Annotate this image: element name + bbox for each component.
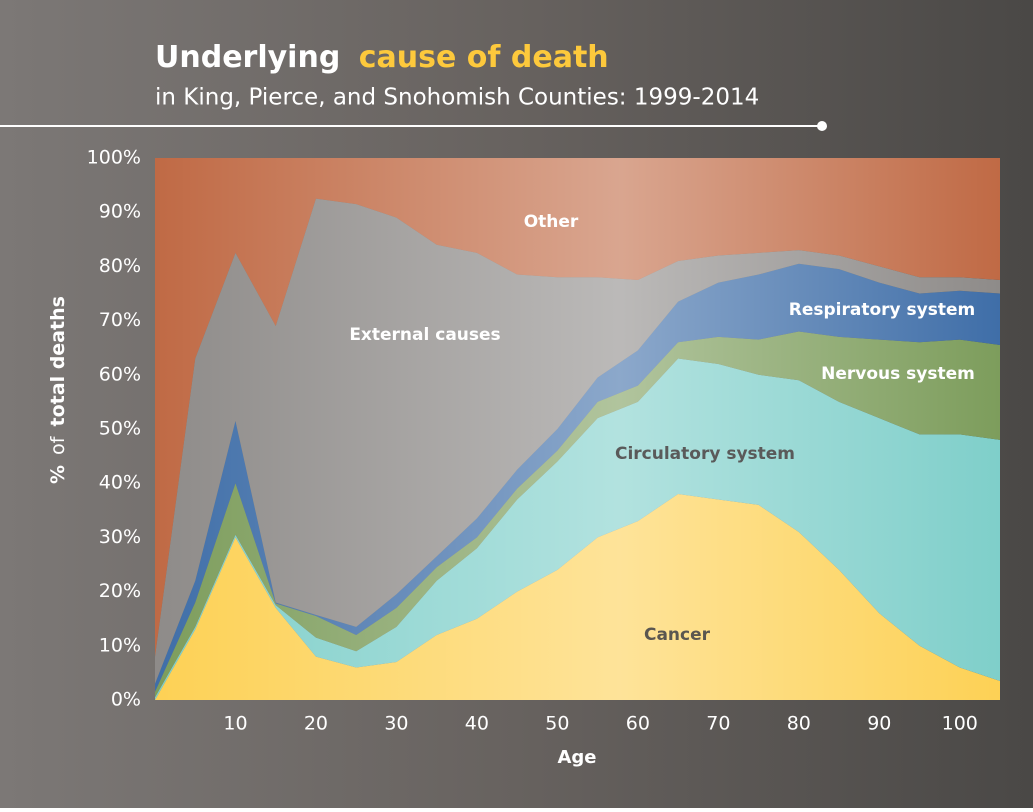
y-tick-label: 20%: [99, 580, 141, 602]
y-tick-label: 10%: [99, 634, 141, 656]
x-tick-label: 100: [942, 713, 978, 735]
x-tick-label: 60: [626, 713, 650, 735]
y-tick-label: 30%: [99, 526, 141, 548]
title-part: Underlying: [155, 40, 340, 75]
y-tick-label: 50%: [99, 418, 141, 440]
x-tick-label: 50: [545, 713, 569, 735]
title-highlight: cause of death: [359, 40, 609, 75]
x-tick-label: 80: [787, 713, 811, 735]
y-tick-label: 100%: [87, 147, 141, 169]
y-tick-label: 40%: [99, 472, 141, 494]
area-label: Respiratory system: [789, 300, 975, 320]
area-label: External causes: [349, 325, 500, 345]
area-label: Other: [524, 212, 579, 232]
area-shine: [155, 158, 1000, 700]
y-tick-label: 90%: [99, 201, 141, 223]
x-axis-label: Age: [557, 747, 596, 768]
area-label: Cancer: [644, 625, 711, 645]
ylabel-part: of: [47, 435, 69, 455]
y-tick-label: 60%: [99, 363, 141, 385]
x-tick-label: 30: [384, 713, 408, 735]
chart-title: Underlying cause of death: [155, 40, 609, 75]
x-tick-label: 40: [465, 713, 489, 735]
ylabel-part: total deaths: [47, 296, 69, 426]
area-label: Circulatory system: [615, 444, 795, 464]
y-tick-label: 80%: [99, 255, 141, 277]
y-tick-label: 70%: [99, 309, 141, 331]
x-tick-label: 70: [706, 713, 730, 735]
x-tick-label: 10: [223, 713, 247, 735]
subtitle: in King, Pierce, and Snohomish Counties:…: [155, 85, 759, 111]
x-tick-label: 90: [867, 713, 891, 735]
x-tick-label: 20: [304, 713, 328, 735]
y-axis-label: % of total deaths: [47, 296, 69, 484]
y-tick-label: 0%: [111, 689, 141, 711]
ylabel-part: %: [47, 465, 69, 484]
rule-dot: [817, 121, 827, 131]
area-label: Nervous system: [821, 364, 975, 384]
